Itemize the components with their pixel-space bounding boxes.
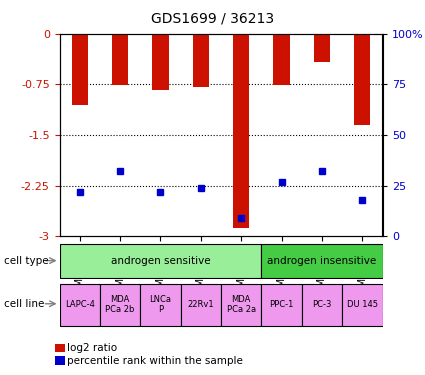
Text: MDA
PCa 2a: MDA PCa 2a — [227, 295, 256, 314]
Text: androgen sensitive: androgen sensitive — [110, 256, 210, 266]
Bar — [112, 34, 128, 85]
Text: MDA
PCa 2b: MDA PCa 2b — [105, 295, 135, 314]
Bar — [342, 284, 382, 326]
Text: percentile rank within the sample: percentile rank within the sample — [67, 356, 243, 366]
Bar — [273, 34, 289, 85]
Bar — [71, 34, 88, 105]
Bar — [152, 34, 168, 90]
Text: GDS1699 / 36213: GDS1699 / 36213 — [151, 11, 274, 25]
Text: log2 ratio: log2 ratio — [67, 343, 117, 353]
Bar — [233, 34, 249, 228]
Text: PC-3: PC-3 — [312, 300, 332, 309]
Text: androgen insensitive: androgen insensitive — [267, 256, 377, 266]
Bar — [60, 284, 100, 326]
Bar — [314, 34, 330, 62]
Text: PPC-1: PPC-1 — [269, 300, 294, 309]
Text: 22Rv1: 22Rv1 — [187, 300, 214, 309]
Text: DU 145: DU 145 — [347, 300, 378, 309]
Text: LAPC-4: LAPC-4 — [65, 300, 95, 309]
Bar — [100, 284, 140, 326]
Bar — [261, 244, 382, 278]
Bar — [140, 284, 181, 326]
Bar — [221, 284, 261, 326]
Bar — [193, 34, 209, 87]
Bar — [181, 284, 221, 326]
Bar — [60, 244, 261, 278]
Bar — [261, 284, 302, 326]
Text: cell type: cell type — [4, 256, 49, 266]
Text: cell line: cell line — [4, 299, 45, 309]
Bar — [302, 284, 342, 326]
Bar — [354, 34, 370, 125]
Text: LNCa
P: LNCa P — [150, 295, 171, 314]
